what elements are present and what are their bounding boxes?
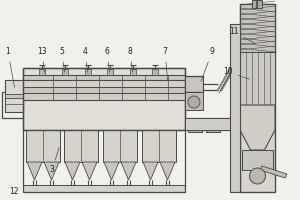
Polygon shape bbox=[65, 162, 80, 180]
Polygon shape bbox=[143, 162, 158, 180]
Polygon shape bbox=[260, 166, 287, 178]
Bar bbox=[240, 4, 275, 52]
Text: 5: 5 bbox=[60, 47, 64, 72]
Bar bbox=[242, 150, 273, 170]
Bar bbox=[23, 80, 185, 87]
Bar bbox=[185, 76, 203, 92]
Bar bbox=[107, 69, 113, 75]
Bar bbox=[103, 130, 137, 162]
Bar bbox=[152, 69, 158, 75]
Text: 13: 13 bbox=[37, 47, 47, 72]
Bar bbox=[23, 87, 185, 93]
Bar bbox=[23, 75, 185, 80]
Bar bbox=[206, 118, 220, 132]
Text: 12: 12 bbox=[9, 182, 24, 196]
Polygon shape bbox=[27, 162, 42, 180]
Text: 6: 6 bbox=[105, 47, 110, 72]
Bar bbox=[240, 4, 275, 192]
Polygon shape bbox=[82, 162, 97, 180]
Bar bbox=[188, 118, 202, 132]
Bar bbox=[23, 93, 185, 100]
Circle shape bbox=[250, 168, 266, 184]
Bar bbox=[5, 80, 23, 112]
Text: 3: 3 bbox=[50, 148, 59, 174]
Bar bbox=[85, 69, 91, 75]
Text: 9: 9 bbox=[201, 47, 214, 81]
Text: 4: 4 bbox=[82, 47, 88, 72]
Text: 10: 10 bbox=[223, 68, 249, 79]
Bar bbox=[64, 130, 98, 162]
Polygon shape bbox=[44, 162, 59, 180]
Polygon shape bbox=[104, 162, 119, 180]
Bar bbox=[26, 130, 60, 162]
Bar bbox=[185, 118, 230, 130]
Text: 8: 8 bbox=[128, 47, 133, 72]
Bar bbox=[142, 130, 176, 162]
Bar bbox=[252, 0, 262, 8]
Bar bbox=[240, 52, 275, 105]
Bar bbox=[62, 69, 68, 75]
Polygon shape bbox=[160, 162, 175, 180]
Polygon shape bbox=[240, 105, 275, 150]
Bar bbox=[130, 69, 136, 75]
Bar bbox=[23, 185, 185, 192]
Bar bbox=[185, 92, 203, 110]
Text: 1: 1 bbox=[6, 47, 14, 87]
Bar bbox=[23, 68, 185, 130]
Bar bbox=[5, 94, 23, 98]
Circle shape bbox=[188, 96, 200, 108]
Text: 7: 7 bbox=[163, 47, 168, 81]
Bar bbox=[230, 24, 240, 192]
Text: 11: 11 bbox=[229, 27, 256, 44]
Polygon shape bbox=[121, 162, 136, 180]
Bar bbox=[39, 69, 45, 75]
